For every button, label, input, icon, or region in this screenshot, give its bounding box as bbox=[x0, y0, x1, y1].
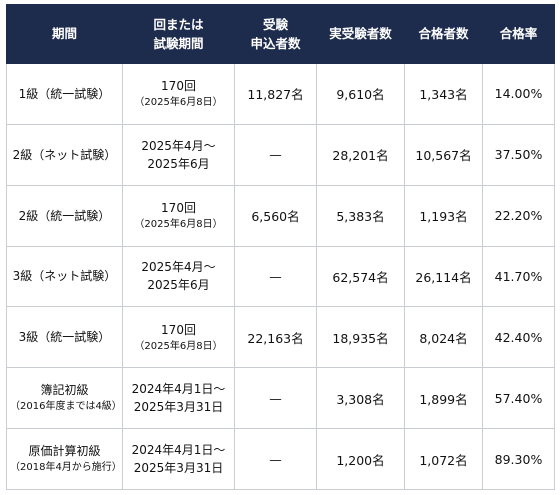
session-line2: （2025年6月8日） bbox=[134, 219, 223, 231]
cell-passers: 1,072名 bbox=[404, 428, 483, 490]
session-line2: 2025年6月 bbox=[147, 156, 210, 171]
cell-period: 原価計算初級 （2018年4月から施行） bbox=[6, 428, 123, 490]
period-sub: （2016年度までは4級） bbox=[10, 401, 122, 413]
exam-results-table: 期間 回または 試験期間 受験 申込者数 実受験者数 合格者数 合格率 1級（統… bbox=[6, 4, 555, 490]
cell-session: 2024年4月1日～ 2025年3月31日 bbox=[122, 367, 235, 430]
cell-rate: 37.50% bbox=[482, 123, 555, 186]
session-line2: （2025年6月8日） bbox=[134, 340, 223, 352]
period-main: 3級（統一試験） bbox=[18, 330, 111, 345]
period-main: 2級（統一試験） bbox=[18, 208, 111, 223]
header-applicants: 受験 申込者数 bbox=[234, 4, 317, 64]
cell-takers: 5,383名 bbox=[316, 184, 405, 247]
session-line1: 170回 bbox=[161, 322, 196, 337]
session-line1: 2025年4月～ bbox=[141, 260, 216, 275]
cell-passers: 1,193名 bbox=[404, 184, 483, 247]
period-main: 1級（統一試験） bbox=[18, 86, 111, 101]
cell-rate: 41.70% bbox=[482, 245, 555, 308]
cell-takers: 9,610名 bbox=[316, 63, 405, 125]
session-line1: 2025年4月～ bbox=[141, 138, 216, 153]
period-sub: （2018年4月から施行） bbox=[10, 462, 122, 474]
header-row: 期間 回または 試験期間 受験 申込者数 実受験者数 合格者数 合格率 bbox=[6, 4, 555, 64]
cell-passers: 1,343名 bbox=[404, 63, 483, 125]
cell-session: 2025年4月～ 2025年6月 bbox=[122, 245, 235, 308]
period-main: 2級（ネット試験） bbox=[12, 147, 117, 162]
cell-session: 2025年4月～ 2025年6月 bbox=[122, 123, 235, 186]
cell-passers: 26,114名 bbox=[404, 245, 483, 308]
period-main: 3級（ネット試験） bbox=[12, 269, 117, 284]
session-line1: 2024年4月1日～ bbox=[131, 443, 226, 458]
header-session: 回または 試験期間 bbox=[122, 4, 235, 64]
session-line2: 2025年3月31日 bbox=[133, 400, 224, 415]
header-period: 期間 bbox=[6, 4, 123, 64]
cell-period: 3級（ネット試験） bbox=[6, 245, 123, 308]
header-passers: 合格者数 bbox=[404, 4, 483, 64]
header-session-line1: 回または bbox=[153, 16, 204, 32]
cell-applicants: 11,827名 bbox=[234, 63, 317, 125]
cell-session: 170回 （2025年6月8日） bbox=[122, 184, 235, 247]
header-rate: 合格率 bbox=[482, 4, 555, 64]
period-main: 簿記初級 bbox=[40, 383, 89, 398]
cell-passers: 1,899名 bbox=[404, 367, 483, 430]
header-takers: 実受験者数 bbox=[316, 4, 405, 64]
table-row: 1級（統一試験） 170回 （2025年6月8日） 11,827名 9,610名… bbox=[6, 63, 555, 125]
session-line1: 170回 bbox=[161, 79, 196, 94]
table-row: 3級（ネット試験） 2025年4月～ 2025年6月 — 62,574名 26,… bbox=[6, 245, 555, 308]
cell-period: 1級（統一試験） bbox=[6, 63, 123, 125]
table-row: 3級（統一試験） 170回 （2025年6月8日） 22,163名 18,935… bbox=[6, 306, 555, 369]
cell-rate: 89.30% bbox=[482, 428, 555, 490]
cell-rate: 22.20% bbox=[482, 184, 555, 247]
table-row: 簿記初級 （2016年度までは4級） 2024年4月1日～ 2025年3月31日… bbox=[6, 367, 555, 430]
cell-takers: 62,574名 bbox=[316, 245, 405, 308]
cell-period: 2級（統一試験） bbox=[6, 184, 123, 247]
cell-period: 簿記初級 （2016年度までは4級） bbox=[6, 367, 123, 430]
cell-applicants: 6,560名 bbox=[234, 184, 317, 247]
cell-takers: 18,935名 bbox=[316, 306, 405, 369]
cell-takers: 1,200名 bbox=[316, 428, 405, 490]
table-row: 2級（ネット試験） 2025年4月～ 2025年6月 — 28,201名 10,… bbox=[6, 123, 555, 186]
cell-session: 170回 （2025年6月8日） bbox=[122, 306, 235, 369]
cell-rate: 57.40% bbox=[482, 367, 555, 430]
cell-session: 170回 （2025年6月8日） bbox=[122, 63, 235, 125]
header-applicants-line2: 申込者数 bbox=[250, 36, 301, 51]
header-applicants-line1: 受験 bbox=[262, 16, 288, 32]
cell-takers: 28,201名 bbox=[316, 123, 405, 186]
cell-applicants: — bbox=[234, 428, 317, 490]
cell-takers: 3,308名 bbox=[316, 367, 405, 430]
session-line2: 2025年3月31日 bbox=[133, 461, 224, 476]
cell-rate: 14.00% bbox=[482, 63, 555, 125]
cell-period: 3級（統一試験） bbox=[6, 306, 123, 369]
cell-passers: 10,567名 bbox=[404, 123, 483, 186]
cell-applicants: — bbox=[234, 245, 317, 308]
cell-rate: 42.40% bbox=[482, 306, 555, 369]
session-line2: 2025年6月 bbox=[147, 278, 210, 293]
table-row: 原価計算初級 （2018年4月から施行） 2024年4月1日～ 2025年3月3… bbox=[6, 428, 555, 490]
cell-applicants: — bbox=[234, 367, 317, 430]
session-line2: （2025年6月8日） bbox=[134, 97, 223, 109]
cell-period: 2級（ネット試験） bbox=[6, 123, 123, 186]
cell-applicants: — bbox=[234, 123, 317, 186]
header-session-line2: 試験期間 bbox=[153, 36, 204, 51]
session-line1: 2024年4月1日～ bbox=[131, 382, 226, 397]
cell-passers: 8,024名 bbox=[404, 306, 483, 369]
session-line1: 170回 bbox=[161, 201, 196, 216]
cell-session: 2024年4月1日～ 2025年3月31日 bbox=[122, 428, 235, 490]
table-row: 2級（統一試験） 170回 （2025年6月8日） 6,560名 5,383名 … bbox=[6, 184, 555, 247]
cell-applicants: 22,163名 bbox=[234, 306, 317, 369]
period-main: 原価計算初級 bbox=[28, 444, 101, 459]
